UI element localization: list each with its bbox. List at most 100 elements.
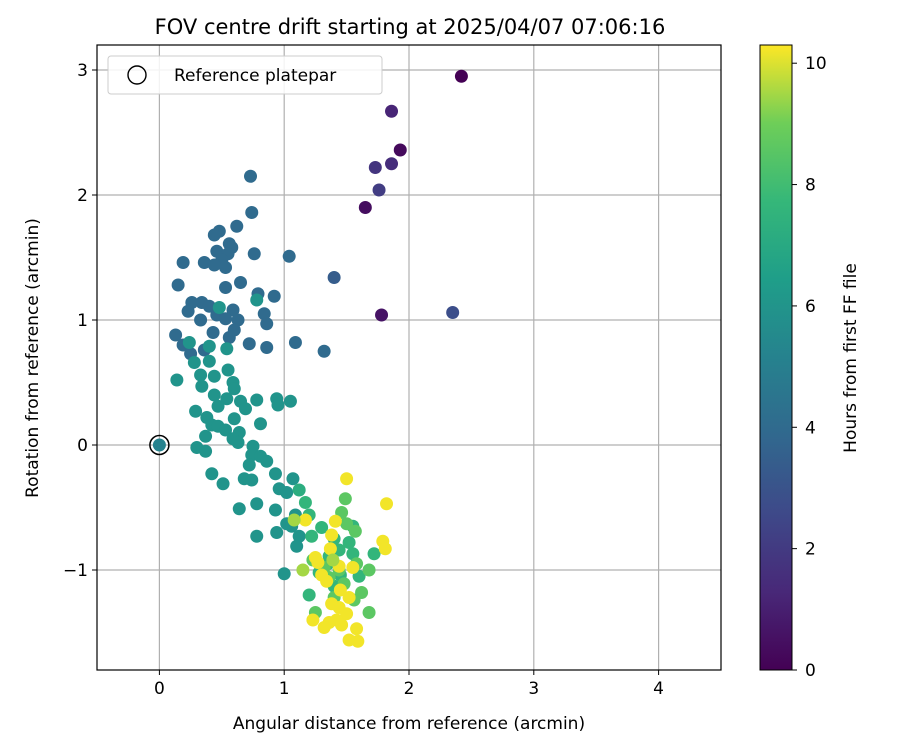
y-axis-label: Rotation from reference (arcmin): [23, 218, 43, 498]
data-point: [207, 369, 221, 383]
data-point: [328, 514, 342, 528]
x-tick-label: 4: [653, 679, 664, 699]
colorbar-label: Hours from first FF file: [841, 263, 861, 453]
data-point: [220, 392, 234, 406]
colorbar-ticks: 0 2 4 6 8 10: [792, 54, 827, 681]
data-point: [335, 618, 349, 632]
data-point: [170, 373, 184, 387]
colorbar-tick-label: 6: [805, 297, 816, 317]
data-point: [195, 379, 209, 393]
data-point: [298, 513, 312, 527]
data-point: [244, 169, 258, 183]
data-point: [219, 281, 233, 294]
data-point: [380, 497, 394, 511]
data-point: [323, 542, 337, 556]
data-point: [169, 328, 183, 342]
data-point: [292, 529, 306, 543]
data-point: [302, 588, 316, 602]
colorbar-gradient: [759, 44, 793, 671]
y-tick-label: 0: [77, 436, 88, 456]
chart-title: FOV centre drift starting at 2025/04/07 …: [155, 15, 666, 39]
data-point: [346, 547, 360, 561]
data-point: [351, 634, 365, 648]
data-point: [189, 404, 203, 418]
axis-ticks: 0 1 2 3 4 −1 0 1 2 3: [63, 61, 664, 699]
data-point: [311, 556, 325, 569]
data-point: [385, 157, 399, 171]
data-point: [181, 304, 195, 318]
legend: Reference platepar: [107, 55, 383, 95]
data-point: [342, 536, 356, 549]
data-point: [207, 388, 221, 402]
data-point: [222, 331, 236, 344]
colorbar-tick-label: 8: [805, 176, 816, 196]
data-point: [250, 529, 264, 543]
data-point: [202, 339, 216, 353]
reference-point-fill: [152, 438, 166, 452]
data-point: [253, 417, 267, 431]
data-point: [288, 336, 302, 349]
data-point: [378, 542, 392, 556]
data-point: [305, 529, 319, 543]
data-point: [282, 249, 296, 263]
data-point: [197, 256, 211, 269]
data-point: [320, 574, 334, 588]
data-point: [325, 528, 339, 542]
data-point: [348, 524, 362, 538]
colorbar-tick-label: 0: [805, 661, 816, 681]
data-point: [260, 341, 274, 354]
y-tick-label: 3: [77, 61, 88, 81]
colorbar: 0 2 4 6 8 10 Hours from first FF file: [759, 44, 861, 681]
data-point: [268, 467, 282, 481]
data-point: [350, 622, 364, 636]
data-point: [358, 201, 372, 214]
data-point: [454, 69, 468, 83]
data-point: [367, 547, 381, 561]
data-point: [268, 503, 282, 517]
data-point: [327, 271, 341, 284]
data-point: [176, 256, 190, 269]
data-point: [287, 513, 301, 527]
data-point: [226, 303, 240, 317]
data-point: [199, 444, 213, 458]
data-point: [245, 473, 259, 487]
data-point: [187, 356, 201, 369]
data-point: [446, 306, 460, 319]
y-tick-label: −1: [63, 561, 88, 581]
data-point: [211, 399, 225, 413]
data-point: [375, 308, 389, 322]
data-point: [280, 486, 294, 499]
data-point: [317, 344, 331, 358]
data-point: [340, 472, 354, 486]
data-point: [260, 317, 274, 331]
data-point: [220, 342, 234, 356]
data-point: [247, 247, 261, 261]
data-point: [242, 337, 256, 351]
legend-label: Reference platepar: [174, 66, 336, 86]
data-point: [227, 412, 241, 426]
colorbar-tick-label: 10: [805, 54, 827, 74]
data-point: [227, 382, 241, 396]
data-point: [257, 307, 271, 321]
data-point: [206, 326, 220, 339]
data-point: [231, 313, 245, 327]
data-point: [296, 563, 310, 577]
x-tick-label: 1: [279, 679, 290, 699]
data-point: [194, 368, 208, 382]
data-point: [207, 258, 221, 272]
data-point: [202, 299, 216, 313]
data-point: [245, 206, 259, 219]
data-point: [333, 583, 347, 597]
data-point: [283, 394, 297, 408]
data-point: [250, 497, 264, 511]
data-point: [219, 261, 233, 274]
data-point: [342, 591, 356, 604]
data-point: [340, 517, 354, 531]
data-point: [194, 313, 208, 327]
data-point: [271, 398, 285, 412]
legend-marker-icon: [127, 65, 147, 85]
data-point: [346, 561, 360, 574]
points-layer: [149, 69, 468, 648]
data-point: [239, 402, 253, 416]
data-point: [207, 228, 221, 242]
